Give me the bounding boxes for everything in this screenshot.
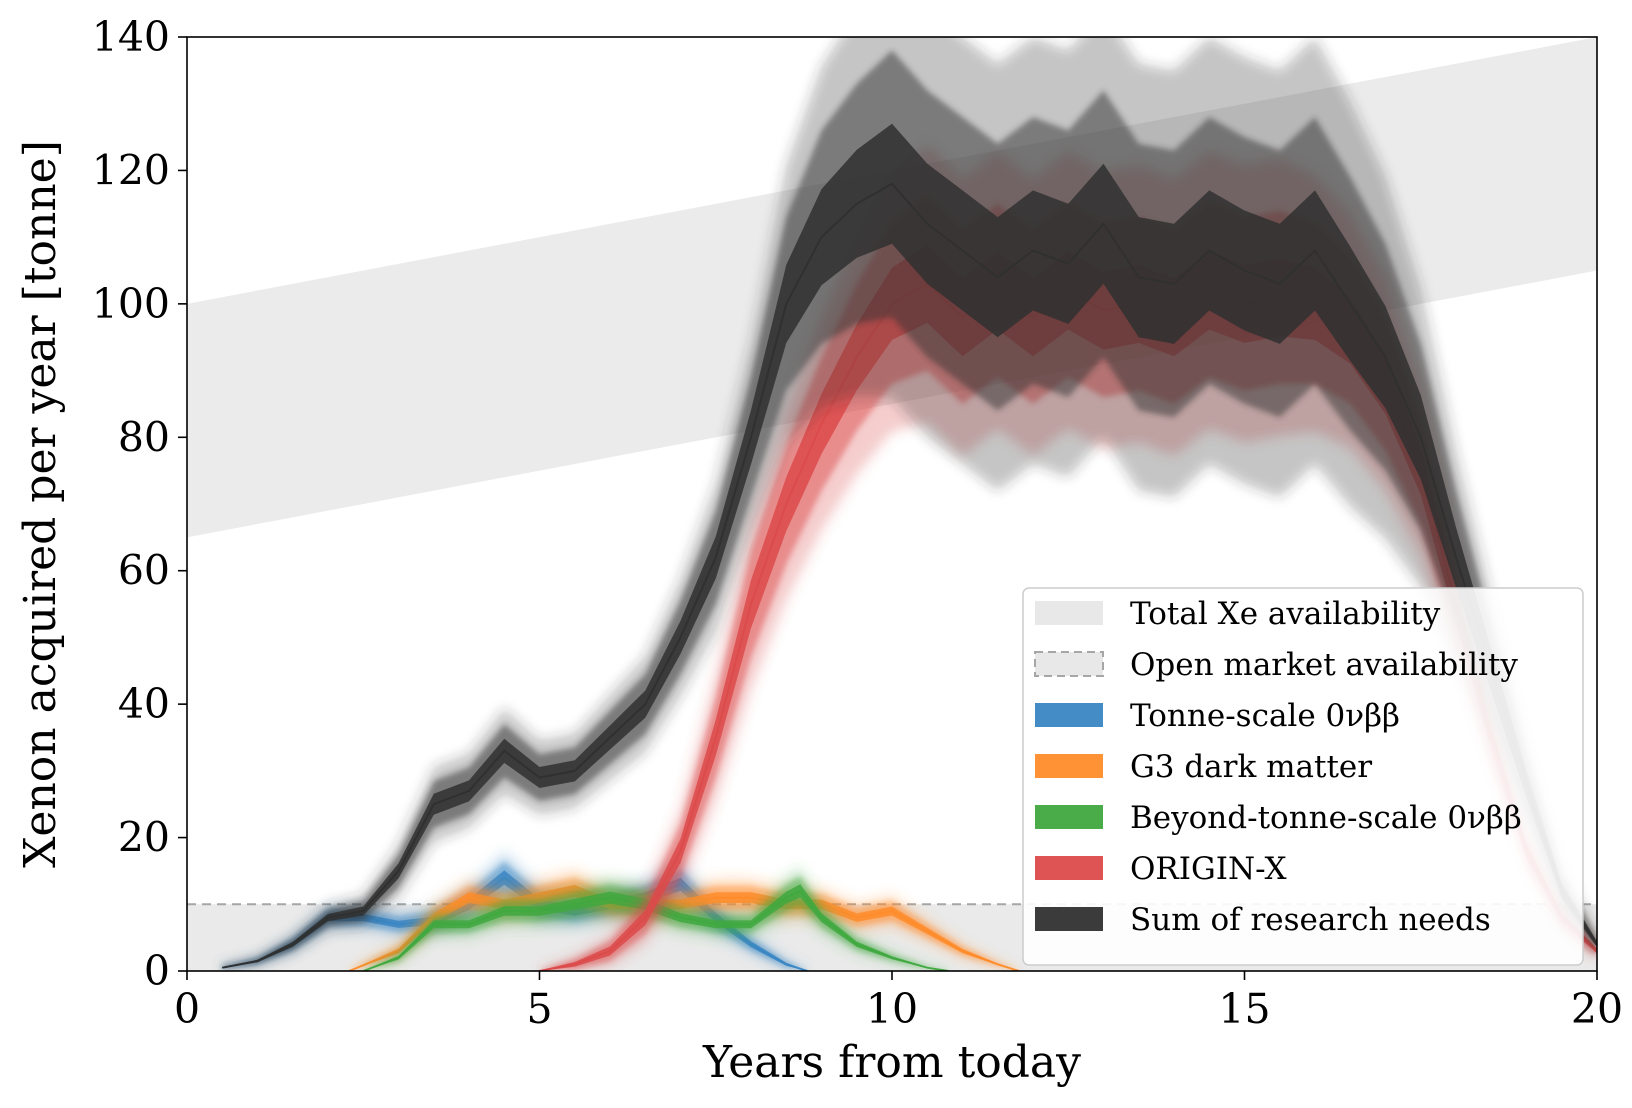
y-tick-label: 40 bbox=[118, 680, 170, 728]
legend-swatch-open-market-availability bbox=[1034, 651, 1104, 677]
legend-label-origin-x: ORIGIN-X bbox=[1130, 851, 1287, 887]
legend-label-beyond-tonne-scale-0: Beyond-tonne-scale 0νββ bbox=[1130, 800, 1522, 836]
legend-label-total-xe-availability: Total Xe availability bbox=[1130, 596, 1441, 632]
legend-label-tonne-scale-0: Tonne-scale 0νββ bbox=[1130, 698, 1400, 734]
legend-label-sum-of-research-needs: Sum of research needs bbox=[1130, 902, 1491, 938]
y-tick-label: 60 bbox=[118, 547, 170, 595]
y-tick-label: 0 bbox=[144, 947, 170, 995]
series-center-line bbox=[222, 182, 1597, 969]
y-tick-label: 100 bbox=[92, 280, 170, 328]
axes: 0 5 10 15 20 0 20 40 60 80 100 120 140 Years from tod… bbox=[15, 13, 1623, 1088]
legend: Total Xe availability Open market availab… bbox=[1022, 587, 1584, 966]
legend-label-g3-dark-matter: G3 dark matter bbox=[1130, 749, 1372, 785]
legend-swatch-origin-x bbox=[1035, 856, 1103, 880]
legend-swatch-total-xe-availability bbox=[1035, 601, 1103, 625]
research-series bbox=[222, 37, 1597, 971]
x-tick-label: 20 bbox=[1571, 985, 1623, 1033]
series-center-line bbox=[348, 889, 1020, 971]
x-axis-label: Years from today bbox=[702, 1037, 1081, 1088]
legend-swatch-tonne-scale-0 bbox=[1035, 703, 1103, 727]
series-sum-of-research-needs bbox=[222, 37, 1597, 970]
series-core-band bbox=[363, 884, 949, 971]
x-tick-label: 5 bbox=[526, 985, 552, 1033]
series-center-line bbox=[362, 889, 949, 971]
legend-box bbox=[1022, 587, 1584, 966]
x-tick-label: 0 bbox=[174, 985, 200, 1033]
legend-swatch-sum-of-research-needs bbox=[1035, 907, 1103, 931]
y-tick-label: 20 bbox=[118, 814, 170, 862]
x-tick-label: 10 bbox=[866, 985, 918, 1033]
y-tick-label: 80 bbox=[118, 413, 170, 461]
y-tick-label: 120 bbox=[92, 146, 170, 194]
legend-label-open-market-availability: Open market availability bbox=[1130, 647, 1518, 683]
legend-swatch-g3-dark-matter bbox=[1035, 754, 1103, 778]
legend-swatch-beyond-tonne-scale-0 bbox=[1035, 805, 1103, 829]
y-axis-label: Xenon acquired per year [tonne] bbox=[15, 140, 66, 868]
series-mid-band bbox=[363, 876, 949, 971]
x-tick-label: 15 bbox=[1218, 985, 1270, 1033]
y-tick-label: 140 bbox=[92, 13, 170, 61]
